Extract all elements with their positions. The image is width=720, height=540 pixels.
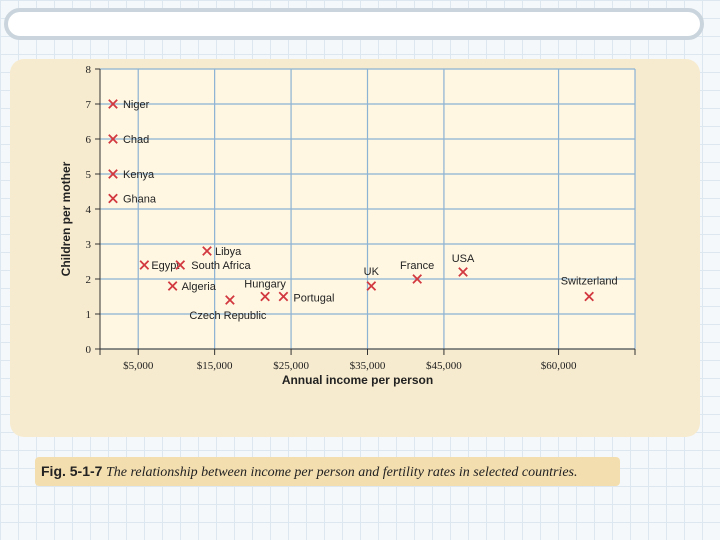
data-point-marker [139, 260, 150, 270]
y-tick-label: 0 [86, 344, 92, 356]
x-tick-label: $35,000 [350, 360, 386, 372]
data-point-marker [225, 295, 235, 305]
data-point-marker [458, 267, 468, 277]
data-point-marker [584, 291, 594, 302]
y-tick-label: 6 [86, 134, 92, 146]
x-tick-label: $60,000 [541, 360, 577, 372]
data-point-marker [108, 134, 118, 144]
slide-title-bar [4, 8, 704, 40]
figure-caption: Fig. 5-1-7 The relationship between inco… [35, 457, 620, 486]
data-point-marker [175, 260, 186, 270]
data-point-label: Portugal [293, 293, 334, 305]
data-point-label: France [400, 260, 434, 272]
figure-panel: 0 1 2 3 4 5 6 7 8 $5,000 $15,000 $25,000 $35,000 $45,… [10, 59, 700, 486]
data-point-label: Egypt [151, 260, 179, 272]
y-tick-label: 1 [86, 309, 92, 321]
data-point-label: Chad [123, 134, 149, 146]
y-tick-label: 7 [86, 99, 92, 111]
y-axis-title: Children per mother [59, 161, 73, 276]
x-tick-label: $5,000 [123, 360, 154, 372]
data-point-label: Libya [215, 246, 242, 258]
x-tick-label: $15,000 [197, 360, 233, 372]
data-point-label: Algeria [182, 281, 217, 293]
y-tick-label: 8 [86, 64, 92, 76]
data-point-label: Niger [123, 99, 150, 111]
data-point-marker [260, 291, 270, 302]
data-point-marker [108, 193, 118, 204]
data-point-marker [412, 274, 423, 284]
x-tick-label: $45,000 [426, 360, 462, 372]
caption-label: Fig. 5-1-7 [41, 463, 103, 479]
data-point-marker [108, 99, 118, 109]
data-point-label: South Africa [191, 260, 251, 272]
data-point-marker [108, 169, 118, 179]
data-point-marker [167, 281, 178, 291]
data-point-label: Czech Republic [189, 310, 267, 322]
data-point-label: Kenya [123, 169, 155, 181]
y-tick-label: 3 [86, 239, 92, 251]
y-tick-label: 2 [86, 274, 92, 286]
scatter-chart: 0 1 2 3 4 5 6 7 8 $5,000 $15,000 $25,000 $35,000 $45,… [59, 64, 636, 387]
data-point-label: USA [452, 253, 475, 265]
y-tick-label: 4 [86, 204, 92, 216]
data-point-marker [202, 246, 212, 256]
x-axis-title: Annual income per person [282, 373, 433, 387]
data-point-marker [366, 281, 377, 291]
data-point-marker [278, 291, 289, 302]
caption-text: The relationship between income per pers… [105, 465, 578, 480]
data-point-label: Hungary [244, 279, 286, 291]
data-point-label: Switzerland [561, 276, 618, 288]
y-tick-label: 5 [86, 169, 92, 181]
data-point-label: UK [364, 266, 380, 278]
data-point-label: Ghana [123, 194, 157, 206]
x-tick-label: $25,000 [273, 360, 309, 372]
